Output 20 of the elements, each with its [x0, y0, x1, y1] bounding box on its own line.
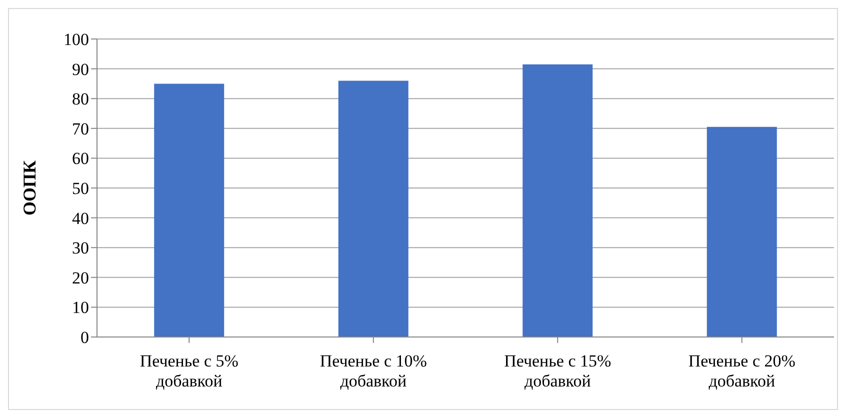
bar — [522, 64, 593, 337]
bar — [338, 80, 408, 337]
y-axis-title: ООПК — [19, 160, 40, 216]
y-tick-label: 30 — [72, 238, 89, 258]
x-tick-label: Печенье с 15% добавкой — [504, 351, 612, 391]
y-tick-label: 40 — [72, 208, 89, 228]
y-tick-label: 50 — [72, 179, 89, 198]
x-tick-label: Печенье с 20% добавкой — [688, 351, 796, 391]
y-tick-label: 20 — [72, 268, 89, 288]
x-tick-label: Печенье с 10% добавкой — [320, 351, 427, 391]
y-tick-label: 100 — [64, 30, 89, 50]
bar — [706, 126, 777, 337]
y-tick-label: 10 — [72, 298, 89, 318]
y-tick-label: 70 — [72, 119, 89, 138]
y-tick-label: 0 — [80, 328, 89, 348]
y-tick-label: 80 — [72, 90, 89, 109]
y-tick-label: 60 — [72, 149, 89, 168]
x-tick-label: Печенье с 5% добавкой — [140, 351, 238, 391]
bar — [154, 84, 224, 337]
y-tick-label: 90 — [72, 60, 89, 79]
